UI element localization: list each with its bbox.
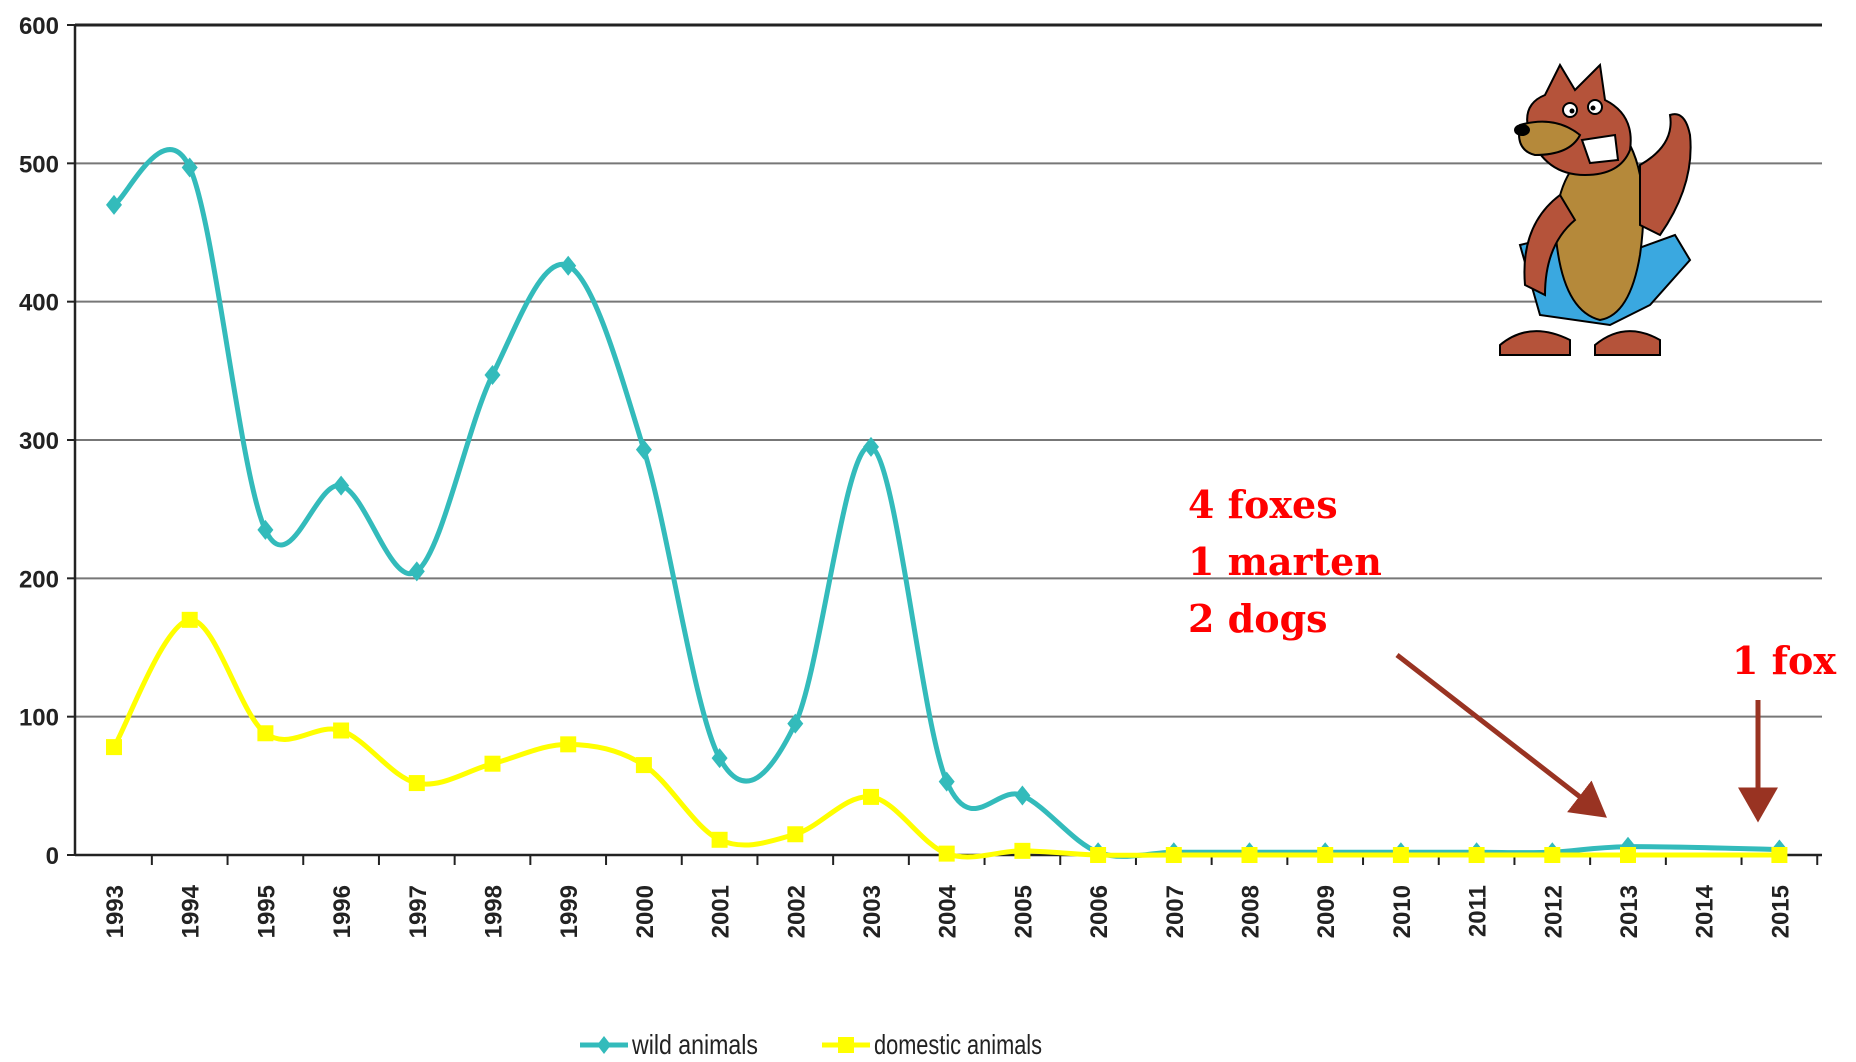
- data-point: [106, 194, 122, 215]
- data-point: [1392, 847, 1409, 863]
- data-point: [938, 771, 955, 792]
- legend-marker: [838, 1037, 854, 1053]
- data-point: [333, 475, 350, 496]
- data-point: [106, 739, 122, 756]
- x-tick-label: 2015: [1767, 885, 1794, 938]
- data-point: [408, 561, 425, 582]
- data-point: [484, 755, 501, 772]
- data-point: [1241, 847, 1258, 863]
- x-tick-label: 1999: [556, 885, 583, 938]
- data-point: [711, 748, 728, 769]
- legend: wild animals domestic animals: [580, 1029, 1042, 1060]
- x-tick-label: 1993: [102, 885, 129, 938]
- annotation-line: 4 foxes: [1188, 482, 1338, 527]
- annotation-line: 1 marten: [1188, 539, 1382, 584]
- data-point: [1544, 847, 1561, 863]
- series-line: [111, 617, 1780, 860]
- legend-marker: [597, 1036, 611, 1054]
- data-point: [1468, 847, 1485, 863]
- x-tick-label: 2005: [1010, 885, 1037, 938]
- data-point: [863, 436, 879, 457]
- x-tick-labels: 1993 1994 1995 1996 1997 1998 1999 2000 2001 2002…: [102, 884, 1794, 938]
- x-tick-label: 1997: [405, 885, 432, 938]
- data-point: [1014, 785, 1031, 806]
- x-tick-label: 1998: [481, 885, 508, 938]
- grid-lines: [75, 23, 1822, 718]
- y-tick-label: 500: [19, 151, 59, 178]
- data-point: [787, 713, 804, 734]
- x-tick-label: 1996: [329, 885, 356, 938]
- data-point: [1317, 847, 1334, 863]
- annotation-arrow: [1395, 653, 1607, 818]
- data-point: [1620, 847, 1636, 863]
- y-tick-label: 400: [19, 290, 59, 317]
- data-point: [938, 845, 955, 862]
- y-tick-label: 600: [19, 13, 59, 40]
- x-tick-label: 2013: [1616, 885, 1643, 938]
- data-point: [257, 519, 274, 540]
- annotation-arrows: [1395, 653, 1778, 823]
- data-point: [181, 611, 198, 628]
- x-tick-label: 2014: [1692, 884, 1719, 938]
- x-tick-label: 1995: [253, 885, 280, 938]
- data-point: [408, 775, 425, 792]
- data-point: [560, 736, 577, 753]
- data-point: [1014, 842, 1031, 859]
- x-tick-label: 2001: [708, 885, 735, 938]
- y-tick-label: 200: [19, 566, 59, 593]
- x-tick-label: 2003: [859, 885, 886, 938]
- x-tick-label: 2006: [1086, 885, 1113, 938]
- y-tick-labels: 0 100 200 300 400 500 600: [19, 13, 59, 870]
- x-tick-label: 2009: [1313, 885, 1340, 938]
- y-tick-label: 300: [19, 428, 59, 455]
- data-point: [787, 826, 804, 843]
- y-tick-label: 0: [46, 843, 59, 870]
- data-point: [181, 157, 198, 178]
- x-tick-label: 2011: [1465, 885, 1492, 937]
- x-tick-label: 2012: [1540, 885, 1567, 938]
- annotation-line: 2 dogs: [1188, 596, 1328, 641]
- annotation-line: 1 fox: [1732, 638, 1836, 683]
- data-point: [711, 831, 728, 848]
- data-point: [560, 255, 577, 276]
- data-point: [863, 788, 879, 805]
- legend-label: wild animals: [631, 1029, 758, 1060]
- x-tick-label: 2002: [783, 885, 810, 938]
- x-tick-label: 1994: [178, 884, 205, 938]
- data-point: [635, 757, 652, 774]
- data-point: [635, 439, 652, 460]
- x-tick-label: 2010: [1389, 885, 1416, 938]
- data-point: [1771, 847, 1788, 863]
- data-point: [484, 364, 501, 385]
- series-layer: [106, 147, 1788, 863]
- x-tick-label: 2007: [1162, 885, 1189, 938]
- data-point: [257, 725, 274, 742]
- x-tick-label: 2000: [632, 885, 659, 938]
- data-point: [1090, 847, 1107, 863]
- data-point: [333, 722, 350, 739]
- data-point: [1165, 847, 1182, 863]
- x-tick-label: 2004: [935, 884, 962, 938]
- legend-label: domestic animals: [874, 1029, 1042, 1060]
- x-tick-label: 2008: [1238, 885, 1265, 938]
- cartoon-wolf-illustration: [1499, 62, 1692, 357]
- y-tick-label: 100: [19, 705, 59, 732]
